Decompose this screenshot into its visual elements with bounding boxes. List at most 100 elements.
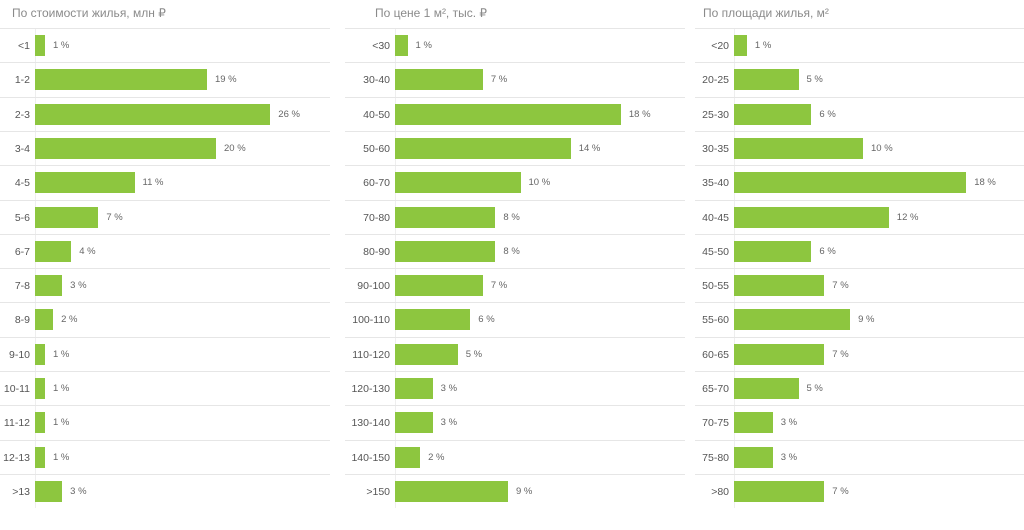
bar [35,172,135,194]
category-label: 70-80 [363,211,390,224]
category-label: 1-2 [14,74,30,87]
value-label: 6 % [819,245,836,257]
category-label: 140-150 [351,451,390,464]
category-label: 80-90 [363,245,390,258]
axis-line [734,28,735,508]
category-label: 50-60 [363,142,390,155]
value-label: 12 % [896,211,919,223]
bar [35,480,63,502]
bar-row: 10-11 1 % [0,371,330,406]
value-label: 8 % [503,211,520,223]
value-label: 7 % [490,74,508,86]
value-label: 7 % [832,348,849,360]
bar-row: 80-90 8 % [345,233,685,269]
value-label: 3 % [440,417,458,429]
value-label: 3 % [70,485,87,497]
bar-row: 90-100 7 % [345,268,685,303]
bar-row: 5-6 7 % [0,199,330,235]
value-label: 5 % [806,383,823,394]
category-label: 30-35 [702,142,729,155]
bar [734,275,825,297]
bar [35,412,45,434]
category-label: 3-4 [14,142,30,155]
bar-row: 8-9 2 % [0,302,330,337]
bar-row: <30 1 % [345,28,685,63]
bar-row: 9-10 1 % [0,336,330,372]
value-label: 1 % [754,40,772,51]
bar [734,172,967,194]
bar-row: 4-5 11 % [0,165,330,200]
bar [35,103,271,125]
category-label: 20-25 [702,74,729,87]
category-label: 11-12 [3,417,30,430]
category-label: <30 [372,40,390,52]
value-label: 8 % [503,245,520,257]
value-label: 5 % [465,348,483,360]
category-label: 30-40 [363,74,390,87]
category-label: 60-70 [363,177,390,190]
bar-row: 3-4 20 % [0,130,330,166]
category-label: 2-3 [14,108,30,121]
value-label: 11 % [142,177,164,189]
category-label: >80 [711,485,729,498]
value-label: 1 % [53,417,70,429]
price-chart: По стоимости жилья, млн ₽ <1 1 % 1-2 19 % 2-3… [0,0,330,530]
value-label: 10 % [528,177,551,189]
category-label: 9-10 [8,348,30,361]
category-label: 12-13 [3,451,30,464]
category-label: 8-9 [14,314,30,327]
bar [35,275,63,297]
bar [35,309,54,331]
category-label: 70-75 [702,417,729,430]
bar [734,378,799,399]
bar-row: 30-35 10 % [695,130,1024,166]
value-label: 26 % [278,108,300,120]
value-label: 14 % [578,142,601,154]
bar [35,343,45,365]
category-label: 130-140 [351,417,390,430]
bar [734,35,747,56]
category-label: 25-30 [702,108,729,121]
value-label: 7 % [832,485,849,497]
value-label: 9 % [515,485,533,497]
value-label: 6 % [478,314,495,326]
category-label: 65-70 [702,383,729,395]
value-label: 3 % [780,417,798,429]
value-label: 20 % [224,142,246,154]
bar-row: 50-60 14 % [345,130,685,166]
bar [734,309,851,331]
value-label: 2 % [61,314,78,326]
bar-row: 45-50 6 % [695,233,1024,269]
value-label: 10 % [871,142,893,154]
category-label: <1 [18,40,30,52]
bar-row: 65-70 5 % [695,371,1024,406]
value-label: 7 % [832,280,849,292]
value-label: 18 % [974,177,996,189]
category-label: >13 [12,485,30,498]
bar-row: 2-3 26 % [0,96,330,132]
value-label: 5 % [806,74,823,86]
bar-row: 140-150 2 % [345,439,685,475]
bar-row: 35-40 18 % [695,165,1024,200]
value-label: 1 % [415,40,432,51]
bar [395,480,508,502]
area-chart: По площади жилья, м² <20 1 % 20-25 5 % 25-30 6… [695,0,1024,530]
value-label: 7 % [490,280,508,292]
bar [734,343,825,365]
bar-row: 40-50 18 % [345,96,685,132]
bar [395,412,433,434]
value-label: 2 % [428,451,445,463]
bar-row: 60-65 7 % [695,336,1024,372]
category-label: 50-55 [702,280,729,293]
value-label: 3 % [780,451,798,463]
bar [395,378,433,399]
category-label: 6-7 [14,245,30,258]
bar-row: 12-13 1 % [0,439,330,475]
category-label: 40-45 [702,211,729,224]
category-label: 35-40 [702,177,729,190]
category-label: 110-120 [352,348,390,361]
value-label: 1 % [53,383,70,394]
bar-row: 75-80 3 % [695,439,1024,475]
bar-row: 25-30 6 % [695,96,1024,132]
bar [734,480,825,502]
